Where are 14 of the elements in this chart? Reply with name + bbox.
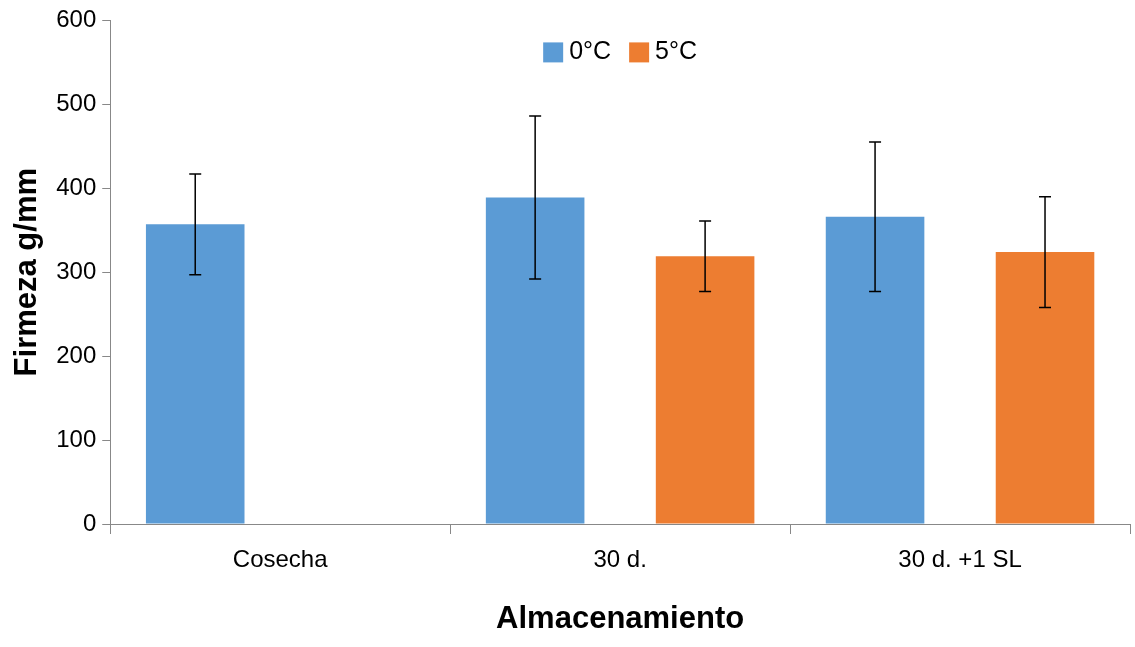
y-tick-label: 500 [56, 88, 97, 116]
x-tick-label: 30 d. +1 SL [898, 545, 1022, 573]
y-tick-label: 100 [56, 424, 97, 452]
x-tick-label: Cosecha [232, 545, 329, 573]
x-tick-label: 30 d. [593, 545, 647, 573]
y-axis-title: Firmeza g/mm [8, 167, 44, 377]
y-tick-label: 600 [56, 5, 97, 33]
legend-label: 0°C [569, 36, 612, 65]
y-tick-label: 400 [56, 172, 97, 200]
y-tick-label: 200 [56, 340, 97, 368]
y-tick-label: 300 [56, 256, 97, 284]
x-axis-title: Almacenamiento [496, 599, 745, 635]
y-tick-label: 0 [82, 508, 97, 536]
legend-label: 5°C [655, 36, 698, 65]
